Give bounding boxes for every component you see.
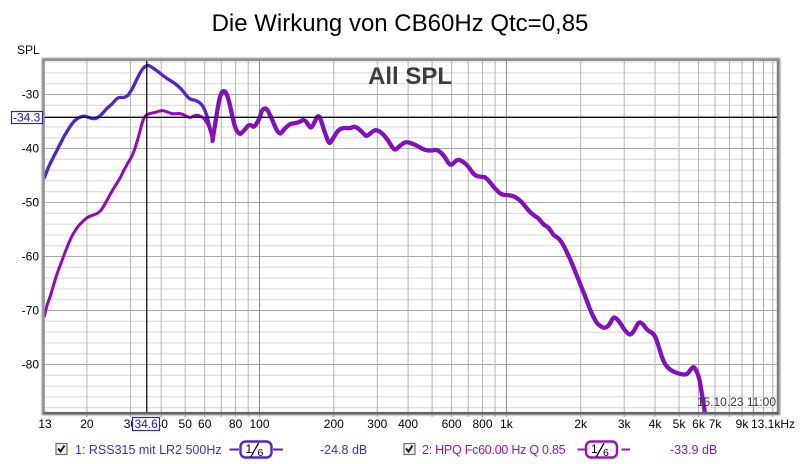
- svg-text:1: RSS315 mit LR2 500Hz: 1: RSS315 mit LR2 500Hz: [75, 443, 222, 457]
- svg-text:-50: -50: [22, 196, 40, 210]
- svg-text:-24.8 dB: -24.8 dB: [320, 443, 367, 457]
- svg-text:6: 6: [258, 447, 264, 459]
- svg-text:80: 80: [229, 417, 243, 431]
- svg-text:34.6: 34.6: [135, 417, 159, 431]
- svg-text:-70: -70: [22, 304, 40, 318]
- svg-text:9k: 9k: [736, 417, 750, 431]
- svg-text:3k: 3k: [618, 417, 632, 431]
- svg-text:6: 6: [603, 447, 609, 459]
- svg-text:15.10.23 11:00: 15.10.23 11:00: [697, 395, 777, 409]
- svg-text:-80: -80: [22, 358, 40, 372]
- svg-text:5k: 5k: [673, 417, 687, 431]
- svg-text:300: 300: [367, 417, 387, 431]
- svg-text:6k: 6k: [692, 417, 706, 431]
- svg-text:SPL: SPL: [17, 43, 40, 57]
- svg-text:1: 1: [591, 442, 598, 456]
- svg-text:2k: 2k: [574, 417, 588, 431]
- svg-text:50: 50: [179, 417, 193, 431]
- svg-text:-33.9 dB: -33.9 dB: [670, 443, 717, 457]
- svg-text:400: 400: [398, 417, 418, 431]
- svg-text:-40: -40: [22, 142, 40, 156]
- svg-text:13.1kHz: 13.1kHz: [751, 417, 795, 431]
- svg-text:Die Wirkung von CB60Hz Qtc=0,8: Die Wirkung von CB60Hz Qtc=0,85: [212, 10, 589, 37]
- svg-text:13: 13: [38, 417, 52, 431]
- svg-text:-30: -30: [22, 88, 40, 102]
- svg-text:20: 20: [80, 417, 94, 431]
- svg-text:100: 100: [249, 417, 269, 431]
- svg-text:All SPL: All SPL: [368, 63, 452, 90]
- svg-text:600: 600: [442, 417, 462, 431]
- svg-text:-34.3: -34.3: [13, 111, 41, 125]
- svg-text:4k: 4k: [649, 417, 663, 431]
- svg-text:2: HPQ Fc60.00 Hz Q 0.85: 2: HPQ Fc60.00 Hz Q 0.85: [422, 443, 566, 457]
- svg-text:60: 60: [198, 417, 212, 431]
- svg-text:800: 800: [472, 417, 492, 431]
- svg-text:200: 200: [324, 417, 344, 431]
- svg-text:-60: -60: [22, 250, 40, 264]
- svg-text:1: 1: [246, 442, 253, 456]
- svg-text:1k: 1k: [500, 417, 514, 431]
- svg-text:7k: 7k: [709, 417, 723, 431]
